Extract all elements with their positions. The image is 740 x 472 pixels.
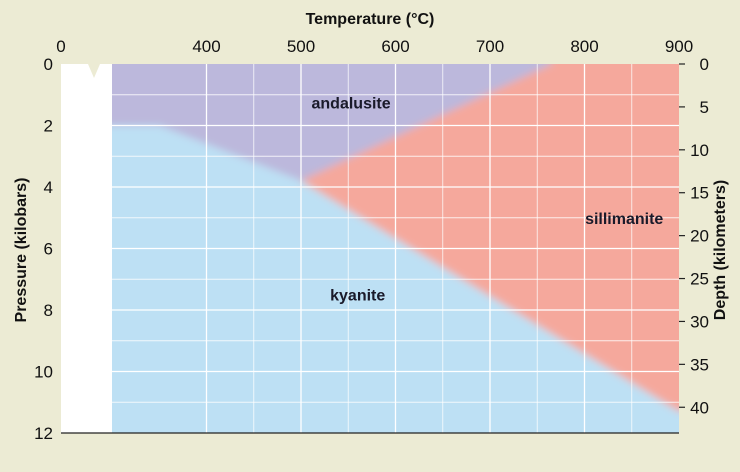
y2-tick-label: 40 xyxy=(690,398,709,417)
y2-tick-label: 15 xyxy=(690,184,709,203)
y2-tick-label: 25 xyxy=(690,270,709,289)
region-label-andalusite: andalusite xyxy=(312,95,391,112)
y-tick-label: 2 xyxy=(44,117,53,136)
y2-tick-label: 10 xyxy=(690,141,709,160)
y2-tick-label: 35 xyxy=(690,355,709,374)
x-axis-title: Temperature (°C) xyxy=(306,11,435,28)
y-tick-label: 10 xyxy=(34,363,53,382)
x-tick-label: 900 xyxy=(665,37,693,56)
x-tick-label: 500 xyxy=(287,37,315,56)
x-tick-label: 600 xyxy=(381,37,409,56)
y-tick-label: 6 xyxy=(44,240,53,259)
x-tick-label: 400 xyxy=(192,37,220,56)
y2-tick-label: 5 xyxy=(700,98,709,117)
region-andalusite xyxy=(112,64,552,181)
x-tick-label: 700 xyxy=(476,37,504,56)
y-axis-title: Pressure (kilobars) xyxy=(13,178,30,323)
y-tick-label: 12 xyxy=(34,424,53,443)
region-label-kyanite: kyanite xyxy=(330,288,385,305)
region-label-sillimanite: sillimanite xyxy=(585,211,663,228)
y2-axis-title: Depth (kilometers) xyxy=(712,180,729,320)
y-tick-label: 4 xyxy=(44,178,53,197)
y2-tick-label: 30 xyxy=(690,312,709,331)
y-tick-label: 8 xyxy=(44,301,53,320)
y-tick-label: 0 xyxy=(44,55,53,74)
x-tick-label: 0 xyxy=(56,37,65,56)
y2-tick-label: 0 xyxy=(700,55,709,74)
x-tick-label: 800 xyxy=(570,37,598,56)
y2-tick-label: 20 xyxy=(690,227,709,246)
